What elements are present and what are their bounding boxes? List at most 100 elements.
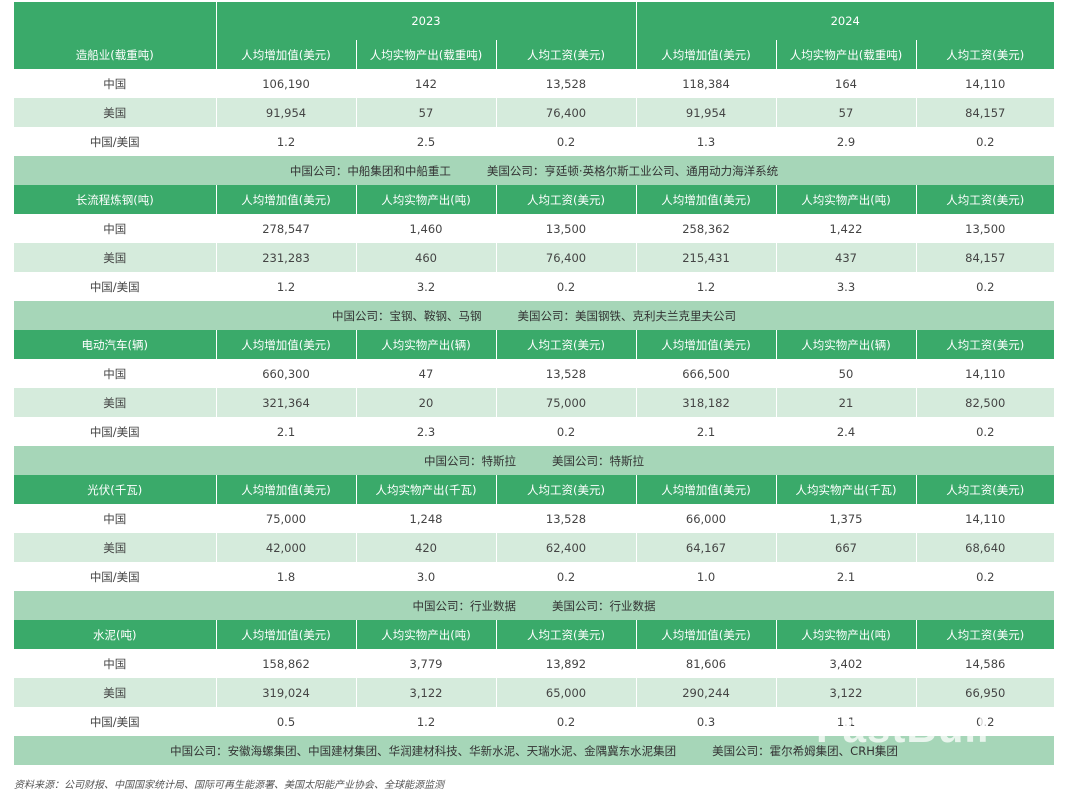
year-header-row: 2023 2024 xyxy=(14,2,1055,40)
usa-row: 美国 321,364 20 75,000 318,182 21 82,500 xyxy=(14,388,1055,417)
industry-label: 电动汽车(辆) xyxy=(14,330,217,359)
column-header: 人均工资(美元) xyxy=(916,185,1055,214)
column-header: 人均实物产出(载重吨) xyxy=(356,40,497,69)
column-header: 人均实物产出(吨) xyxy=(356,185,497,214)
section-header-row: 长流程炼钢(吨) 人均增加值(美元) 人均实物产出(吨) 人均工资(美元) 人均增加值(… xyxy=(14,185,1055,214)
year-2024-header: 2024 xyxy=(636,2,1055,40)
ratio-row: 中国/美国 1.2 2.5 0.2 1.3 2.9 0.2 xyxy=(14,127,1055,156)
row-label: 中国/美国 xyxy=(14,562,217,591)
column-header: 人均工资(美元) xyxy=(496,620,637,649)
value-cell: 0.2 xyxy=(496,562,637,591)
china-companies: 中国公司：行业数据 xyxy=(412,598,517,613)
us-companies: 美国公司：行业数据 xyxy=(552,598,656,613)
column-header: 人均增加值(美元) xyxy=(216,475,357,504)
value-cell: 42,000 xyxy=(216,533,357,562)
ratio-row: 中国/美国 1.2 3.2 0.2 1.2 3.3 0.2 xyxy=(14,272,1055,301)
value-cell: 319,024 xyxy=(216,678,357,707)
column-header: 人均实物产出(载重吨) xyxy=(776,40,917,69)
ratio-row: 中国/美国 0.5 1.2 0.2 0.3 1.1 0.2 xyxy=(14,707,1055,736)
company-note-row: 中国公司：宝钢、鞍钢、马钢 美国公司：美国钢铁、克利夫兰克里夫公司 xyxy=(14,301,1055,330)
value-cell: 420 xyxy=(356,533,497,562)
value-cell: 158,862 xyxy=(216,649,357,678)
row-label: 中国/美国 xyxy=(14,417,217,446)
value-cell: 3,402 xyxy=(776,649,917,678)
value-cell: 81,606 xyxy=(636,649,777,678)
value-cell: 1.2 xyxy=(356,707,497,736)
value-cell: 47 xyxy=(356,359,497,388)
value-cell: 0.2 xyxy=(916,127,1055,156)
value-cell: 1,460 xyxy=(356,214,497,243)
value-cell: 91,954 xyxy=(636,98,777,127)
value-cell: 1.0 xyxy=(636,562,777,591)
row-label: 中国/美国 xyxy=(14,272,217,301)
value-cell: 0.2 xyxy=(496,127,637,156)
value-cell: 1,248 xyxy=(356,504,497,533)
value-cell: 460 xyxy=(356,243,497,272)
value-cell: 660,300 xyxy=(216,359,357,388)
column-header: 人均工资(美元) xyxy=(496,475,637,504)
company-note-row: 中国公司：安徽海螺集团、中国建材集团、华润建材科技、华新水泥、天瑞水泥、金隅冀东… xyxy=(14,736,1055,765)
value-cell: 258,362 xyxy=(636,214,777,243)
column-header: 人均工资(美元) xyxy=(916,475,1055,504)
row-label: 中国 xyxy=(14,359,217,388)
china-row: 中国 75,000 1,248 13,528 66,000 1,375 14,110 xyxy=(14,504,1055,533)
value-cell: 106,190 xyxy=(216,69,357,98)
china-companies: 中国公司：中船集团和中船重工 xyxy=(289,163,451,178)
column-header: 人均实物产出(吨) xyxy=(776,620,917,649)
industry-label: 水泥(吨) xyxy=(14,620,217,649)
value-cell: 2.5 xyxy=(356,127,497,156)
value-cell: 57 xyxy=(776,98,917,127)
value-cell: 2.1 xyxy=(776,562,917,591)
row-label: 中国/美国 xyxy=(14,707,217,736)
value-cell: 84,157 xyxy=(916,98,1055,127)
value-cell: 3,122 xyxy=(356,678,497,707)
value-cell: 437 xyxy=(776,243,917,272)
value-cell: 0.2 xyxy=(496,272,637,301)
value-cell: 13,892 xyxy=(496,649,637,678)
value-cell: 3.0 xyxy=(356,562,497,591)
value-cell: 66,000 xyxy=(636,504,777,533)
row-label: 中国 xyxy=(14,69,217,98)
column-header: 人均实物产出(千瓦) xyxy=(356,475,497,504)
value-cell: 1,422 xyxy=(776,214,917,243)
value-cell: 14,110 xyxy=(916,69,1055,98)
column-header: 人均增加值(美元) xyxy=(636,330,777,359)
value-cell: 13,500 xyxy=(916,214,1055,243)
company-note-row: 中国公司：特斯拉 美国公司：特斯拉 xyxy=(14,446,1055,475)
china-row: 中国 660,300 47 13,528 666,500 50 14,110 xyxy=(14,359,1055,388)
us-companies: 美国公司：美国钢铁、克利夫兰克里夫公司 xyxy=(517,308,737,323)
row-label: 中国 xyxy=(14,214,217,243)
value-cell: 3,122 xyxy=(776,678,917,707)
value-cell: 13,528 xyxy=(496,69,637,98)
value-cell: 76,400 xyxy=(496,98,637,127)
company-note-cell: 中国公司：安徽海螺集团、中国建材集团、华润建材科技、华新水泥、天瑞水泥、金隅冀东… xyxy=(14,736,1055,765)
usa-row: 美国 231,283 460 76,400 215,431 437 84,157 xyxy=(14,243,1055,272)
value-cell: 14,110 xyxy=(916,359,1055,388)
column-header: 人均增加值(美元) xyxy=(216,40,357,69)
value-cell: 0.3 xyxy=(636,707,777,736)
value-cell: 1.8 xyxy=(216,562,357,591)
column-header: 人均增加值(美元) xyxy=(636,475,777,504)
column-header: 人均增加值(美元) xyxy=(636,40,777,69)
row-label: 中国/美国 xyxy=(14,127,217,156)
value-cell: 68,640 xyxy=(916,533,1055,562)
value-cell: 321,364 xyxy=(216,388,357,417)
value-cell: 1.2 xyxy=(636,272,777,301)
usa-row: 美国 42,000 420 62,400 64,167 667 68,640 xyxy=(14,533,1055,562)
company-note-cell: 中国公司：宝钢、鞍钢、马钢 美国公司：美国钢铁、克利夫兰克里夫公司 xyxy=(14,301,1055,330)
value-cell: 14,110 xyxy=(916,504,1055,533)
column-header: 人均增加值(美元) xyxy=(636,620,777,649)
value-cell: 20 xyxy=(356,388,497,417)
section-header-row: 水泥(吨) 人均增加值(美元) 人均实物产出(吨) 人均工资(美元) 人均增加值(美元)… xyxy=(14,620,1055,649)
value-cell: 0.5 xyxy=(216,707,357,736)
value-cell: 66,950 xyxy=(916,678,1055,707)
column-header: 人均实物产出(吨) xyxy=(776,185,917,214)
china-companies: 中国公司：安徽海螺集团、中国建材集团、华润建材科技、华新水泥、天瑞水泥、金隅冀东… xyxy=(170,743,677,758)
us-companies: 美国公司：霍尔希姆集团、CRH集团 xyxy=(712,743,898,758)
value-cell: 76,400 xyxy=(496,243,637,272)
usa-row: 美国 319,024 3,122 65,000 290,244 3,122 66,950 xyxy=(14,678,1055,707)
company-note-cell: 中国公司：中船集团和中船重工 美国公司：亨廷顿·英格尔斯工业公司、通用动力海洋系统 xyxy=(14,156,1055,185)
us-companies: 美国公司：亨廷顿·英格尔斯工业公司、通用动力海洋系统 xyxy=(486,163,779,178)
section-header-row: 电动汽车(辆) 人均增加值(美元) 人均实物产出(辆) 人均工资(美元) 人均增加值(美… xyxy=(14,330,1055,359)
column-header: 人均工资(美元) xyxy=(916,330,1055,359)
